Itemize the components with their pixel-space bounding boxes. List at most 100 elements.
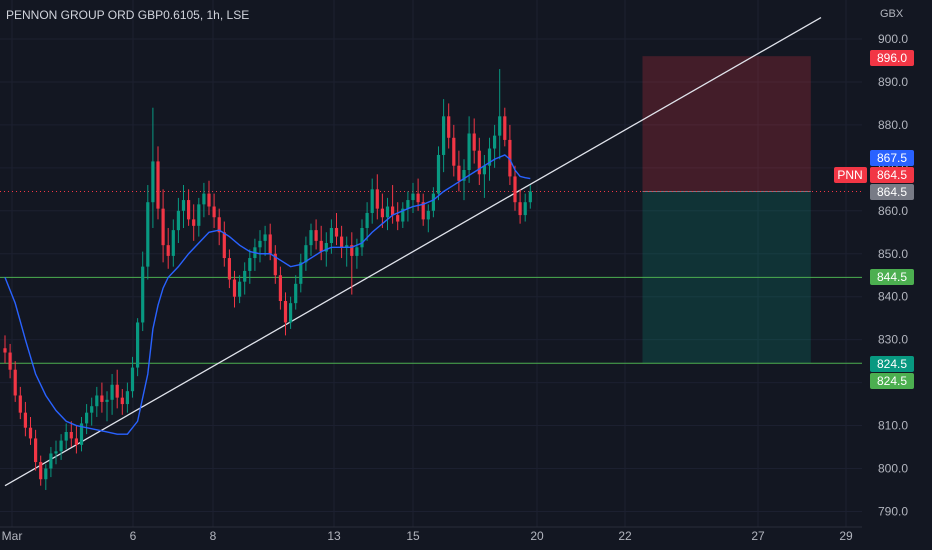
candle-body bbox=[136, 322, 140, 368]
candle-body bbox=[69, 431, 73, 439]
price-label-5: 824.5 bbox=[877, 357, 907, 371]
candle-body bbox=[49, 453, 53, 469]
candle-body bbox=[426, 210, 430, 220]
candle-body bbox=[452, 137, 456, 166]
x-tick-label-1: 6 bbox=[130, 529, 137, 543]
candle-body bbox=[457, 165, 461, 181]
candle-body bbox=[508, 139, 512, 177]
chart-title: PENNON GROUP ORD GBP0.6105, 1h, LSE bbox=[6, 8, 250, 22]
candle-body bbox=[365, 212, 369, 228]
candle-body bbox=[34, 438, 38, 463]
x-tick-label-4: 15 bbox=[406, 529, 420, 543]
candle-body bbox=[95, 395, 99, 407]
candle-body bbox=[54, 451, 58, 454]
candle-body bbox=[487, 148, 492, 166]
price-label-badge-1 bbox=[870, 150, 914, 166]
price-label-badge-5 bbox=[870, 356, 914, 372]
candle-body bbox=[212, 206, 216, 218]
y-tick-label-10: 890.0 bbox=[878, 75, 908, 89]
candle-body bbox=[273, 253, 277, 276]
candle-body bbox=[141, 266, 145, 323]
candle-body bbox=[523, 202, 527, 216]
candle-body bbox=[294, 283, 298, 304]
candle-body bbox=[227, 258, 231, 280]
candle-body bbox=[355, 247, 359, 256]
candle-body bbox=[90, 406, 94, 413]
y-tick-label-1: 800.0 bbox=[878, 462, 908, 476]
candle-body bbox=[472, 133, 476, 151]
candle-body bbox=[416, 193, 420, 203]
candle-body bbox=[385, 206, 390, 218]
candle-body bbox=[258, 240, 262, 248]
candle-body bbox=[8, 352, 12, 370]
candle-body bbox=[314, 230, 318, 241]
candle-body bbox=[248, 258, 252, 271]
moving-average-line bbox=[4, 154, 531, 435]
candle-body bbox=[39, 462, 43, 480]
candle-body bbox=[309, 230, 313, 246]
candle-body bbox=[263, 234, 267, 241]
candle-body bbox=[482, 165, 486, 175]
candle-body bbox=[283, 300, 288, 323]
candle-body bbox=[334, 227, 339, 237]
candle-body bbox=[477, 150, 481, 175]
candle-body bbox=[380, 208, 384, 218]
candle-body bbox=[304, 245, 308, 263]
x-tick-label-2: 8 bbox=[210, 529, 217, 543]
candle-body bbox=[115, 384, 119, 398]
candle-body bbox=[85, 412, 89, 424]
candle-body bbox=[202, 193, 206, 205]
candle-body bbox=[493, 135, 497, 149]
candle-body bbox=[329, 227, 333, 244]
ticker-label: PNN bbox=[837, 168, 862, 182]
candle-body bbox=[125, 391, 129, 405]
price-label-4: 844.5 bbox=[877, 270, 907, 284]
candle-body bbox=[181, 200, 186, 211]
candle-body bbox=[324, 243, 328, 252]
candle-body bbox=[100, 395, 104, 402]
candle-body bbox=[197, 204, 201, 226]
candle-body bbox=[232, 279, 237, 297]
candle-body bbox=[340, 236, 344, 248]
candle-body bbox=[498, 116, 502, 136]
y-tick-label-2: 810.0 bbox=[878, 419, 908, 433]
candle-body bbox=[161, 208, 165, 246]
candle-body bbox=[319, 240, 323, 252]
candle-body bbox=[406, 200, 410, 209]
candle-body bbox=[243, 270, 247, 282]
y-tick-label-0: 790.0 bbox=[878, 504, 908, 518]
candle-body bbox=[447, 116, 451, 138]
price-label-badge-6 bbox=[870, 373, 914, 389]
x-tick-label-6: 22 bbox=[618, 529, 632, 543]
candle-body bbox=[360, 227, 364, 248]
price-label-3: 864.5 bbox=[877, 185, 907, 199]
candle-body bbox=[391, 206, 395, 216]
candle-body bbox=[421, 202, 425, 220]
candle-body bbox=[59, 440, 63, 452]
ticker-badge bbox=[834, 167, 867, 183]
candle-body bbox=[156, 161, 160, 209]
candle-body bbox=[467, 133, 471, 170]
candle-body bbox=[431, 193, 435, 211]
x-tick-label-0: Mar bbox=[2, 529, 23, 543]
candle-body bbox=[396, 215, 400, 222]
candle-body bbox=[299, 262, 303, 284]
candle-body bbox=[28, 427, 33, 439]
candle-body bbox=[74, 438, 78, 445]
price-label-6: 824.5 bbox=[877, 374, 907, 388]
x-tick-label-7: 27 bbox=[751, 529, 765, 543]
price-label-0: 896.0 bbox=[877, 51, 907, 65]
candle-body bbox=[192, 219, 196, 226]
y-tick-label-4: 830.0 bbox=[878, 333, 908, 347]
y-tick-label-11: 900.0 bbox=[878, 32, 908, 46]
candle-body bbox=[268, 234, 272, 254]
price-label-badge-0 bbox=[870, 50, 914, 66]
candle-body bbox=[238, 281, 242, 297]
candle-body bbox=[187, 200, 191, 220]
x-tick-label-5: 20 bbox=[530, 529, 544, 543]
position-stop-zone[interactable] bbox=[642, 56, 811, 192]
currency-label: GBX bbox=[880, 8, 904, 20]
candle-body bbox=[217, 217, 221, 233]
